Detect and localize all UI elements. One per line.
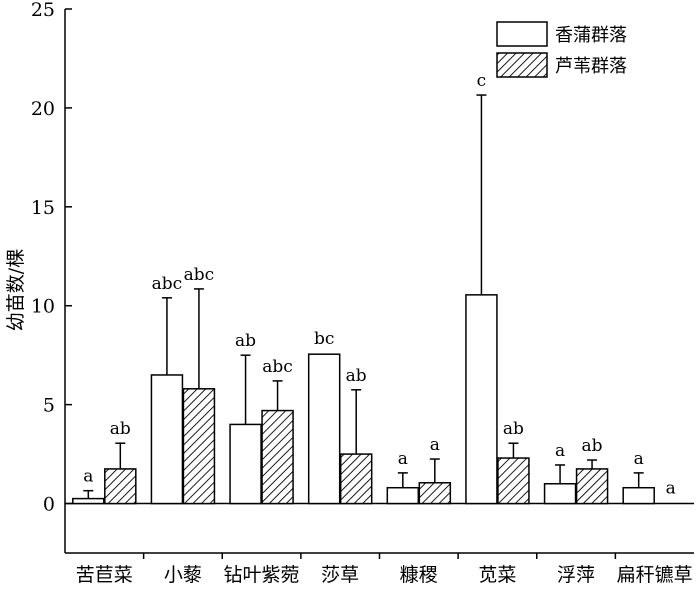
significance-label: a	[555, 441, 565, 461]
bar-series-0	[622, 486, 655, 505]
legend-label-series-0: 香蒲群落	[555, 25, 627, 46]
bar-series-1	[339, 453, 373, 505]
significance-label: ab	[503, 419, 524, 439]
y-axis-label: 幼苗数/棵	[5, 249, 27, 331]
bar-series-0	[386, 486, 420, 505]
bar-series-1	[418, 482, 452, 505]
y-tick-label: 15	[31, 197, 55, 219]
bar-series-1	[182, 388, 216, 505]
x-tick-label: 糠稷	[400, 563, 438, 586]
significance-label: ab	[346, 366, 367, 386]
bar-series-1	[261, 409, 294, 505]
x-tick-label: 苦苣菜	[76, 564, 133, 586]
significance-label: a	[634, 449, 644, 469]
bar-series-0	[72, 497, 105, 505]
significance-label: abc	[262, 357, 293, 377]
significance-label: a	[83, 467, 93, 487]
y-tick-label: 20	[31, 98, 55, 120]
x-tick-label: 钻叶紫菀	[224, 564, 300, 586]
bar-series-0	[543, 483, 577, 505]
y-tick-label: 25	[31, 0, 55, 21]
y-tick-label: 5	[43, 395, 55, 417]
x-tick-label: 浮萍	[557, 564, 595, 586]
significance-label: c	[477, 71, 487, 91]
bar-series-1	[104, 468, 137, 505]
significance-label: a	[666, 479, 676, 499]
bar-series-0	[465, 294, 498, 505]
bar-series-0	[307, 353, 341, 505]
significance-label: a	[398, 449, 408, 469]
axes: 0 5 10 15 20 25 苦苣菜 小藜 钻叶紫菀 莎草 糠稷 苋菜 浮萍 扁秆镳草	[31, 0, 694, 586]
significance-label: ab	[110, 419, 131, 439]
significance-label: abc	[184, 265, 215, 285]
bar-series-0	[229, 423, 262, 505]
bar-series-1	[575, 468, 609, 505]
significance-label: bc	[314, 329, 334, 349]
significance-label: abc	[152, 274, 183, 294]
significance-label: a	[430, 435, 440, 455]
legend-swatch-series-0	[496, 21, 548, 47]
y-tick-label: 0	[43, 494, 55, 516]
legend: 香蒲群落 芦苇群落	[496, 21, 627, 78]
x-tick-label: 小藜	[164, 564, 202, 586]
significance-label: ab	[235, 331, 256, 351]
y-tick-label: 10	[31, 296, 55, 318]
bars	[72, 94, 655, 505]
x-tick-label: 扁秆镳草	[617, 564, 693, 586]
legend-swatch-series-1	[496, 52, 548, 78]
legend-label-series-1: 芦苇群落	[555, 56, 627, 77]
significance-label: ab	[582, 436, 603, 456]
bar-series-0	[150, 374, 184, 505]
x-tick-label: 苋菜	[478, 564, 516, 586]
bar-series-1	[497, 457, 530, 505]
x-tick-label: 莎草	[321, 564, 359, 586]
